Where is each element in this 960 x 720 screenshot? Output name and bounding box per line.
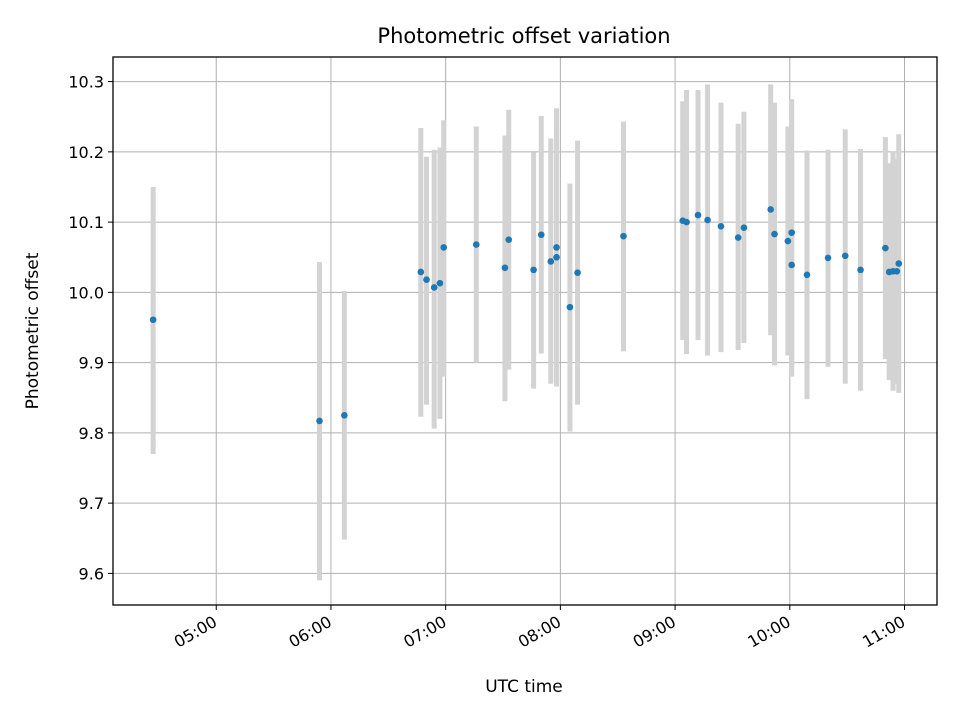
data-point [505,236,513,243]
chart-title: Photometric offset variation [377,24,670,48]
data-point [803,271,811,279]
x-tick-label: 09:00 [630,612,679,652]
y-axis-label: Photometric offset [23,252,43,409]
y-tick-label: 10.0 [68,283,104,302]
x-axis-label: UTC time [485,677,563,697]
data-point [423,276,430,284]
plot-frame [112,56,938,606]
data-point [620,232,627,240]
y-tick-label: 9.9 [79,354,104,373]
x-tick-label: 07:00 [400,612,449,652]
data-point [436,279,444,287]
y-tick-label: 10.1 [68,213,104,232]
y-axis: 9.6 9.7 9.8 9.9 10.0 10.1 10.2 10.3 [68,73,113,583]
x-tick-label: 05:00 [171,612,220,652]
x-tick-label: 11:00 [859,612,908,652]
data-point [857,266,864,274]
x-tick-label: 08:00 [515,612,564,652]
x-tick-label: 06:00 [286,612,335,652]
data-point [574,269,581,276]
data-point [417,268,425,276]
y-tick-label: 9.8 [79,424,104,443]
x-axis: 05:00 06:00 07:00 08:00 09:00 10:00 11:00 [171,605,908,652]
error-bars [150,84,902,581]
y-tick-label: 9.6 [79,564,104,583]
data-point [341,412,348,419]
y-tick-label: 10.2 [68,143,104,162]
data-point [740,224,748,232]
data-points [149,206,903,425]
data-point [767,206,774,213]
y-tick-label: 10.3 [68,73,104,92]
data-point [430,284,438,291]
data-point [553,253,560,261]
data-point [788,229,796,236]
x-tick-label: 10:00 [744,612,793,652]
data-point [530,266,537,274]
data-point [149,316,157,324]
grid [113,57,937,605]
data-point [683,218,690,226]
data-point [882,244,889,252]
data-point [547,258,555,265]
data-point [704,216,711,224]
data-point [566,303,574,311]
data-point [734,234,742,241]
data-point [841,252,849,260]
data-point [784,237,792,245]
data-point [771,230,778,238]
data-point [472,241,480,248]
data-point [895,260,903,267]
data-point [717,223,725,230]
data-point [788,261,796,269]
data-point [824,254,832,262]
data-point [553,244,560,251]
data-point [537,231,545,239]
y-tick-label: 9.7 [79,494,104,513]
data-point [501,264,509,272]
data-point [893,267,901,275]
data-point [316,417,323,425]
data-point [440,244,448,251]
data-point [694,211,702,219]
